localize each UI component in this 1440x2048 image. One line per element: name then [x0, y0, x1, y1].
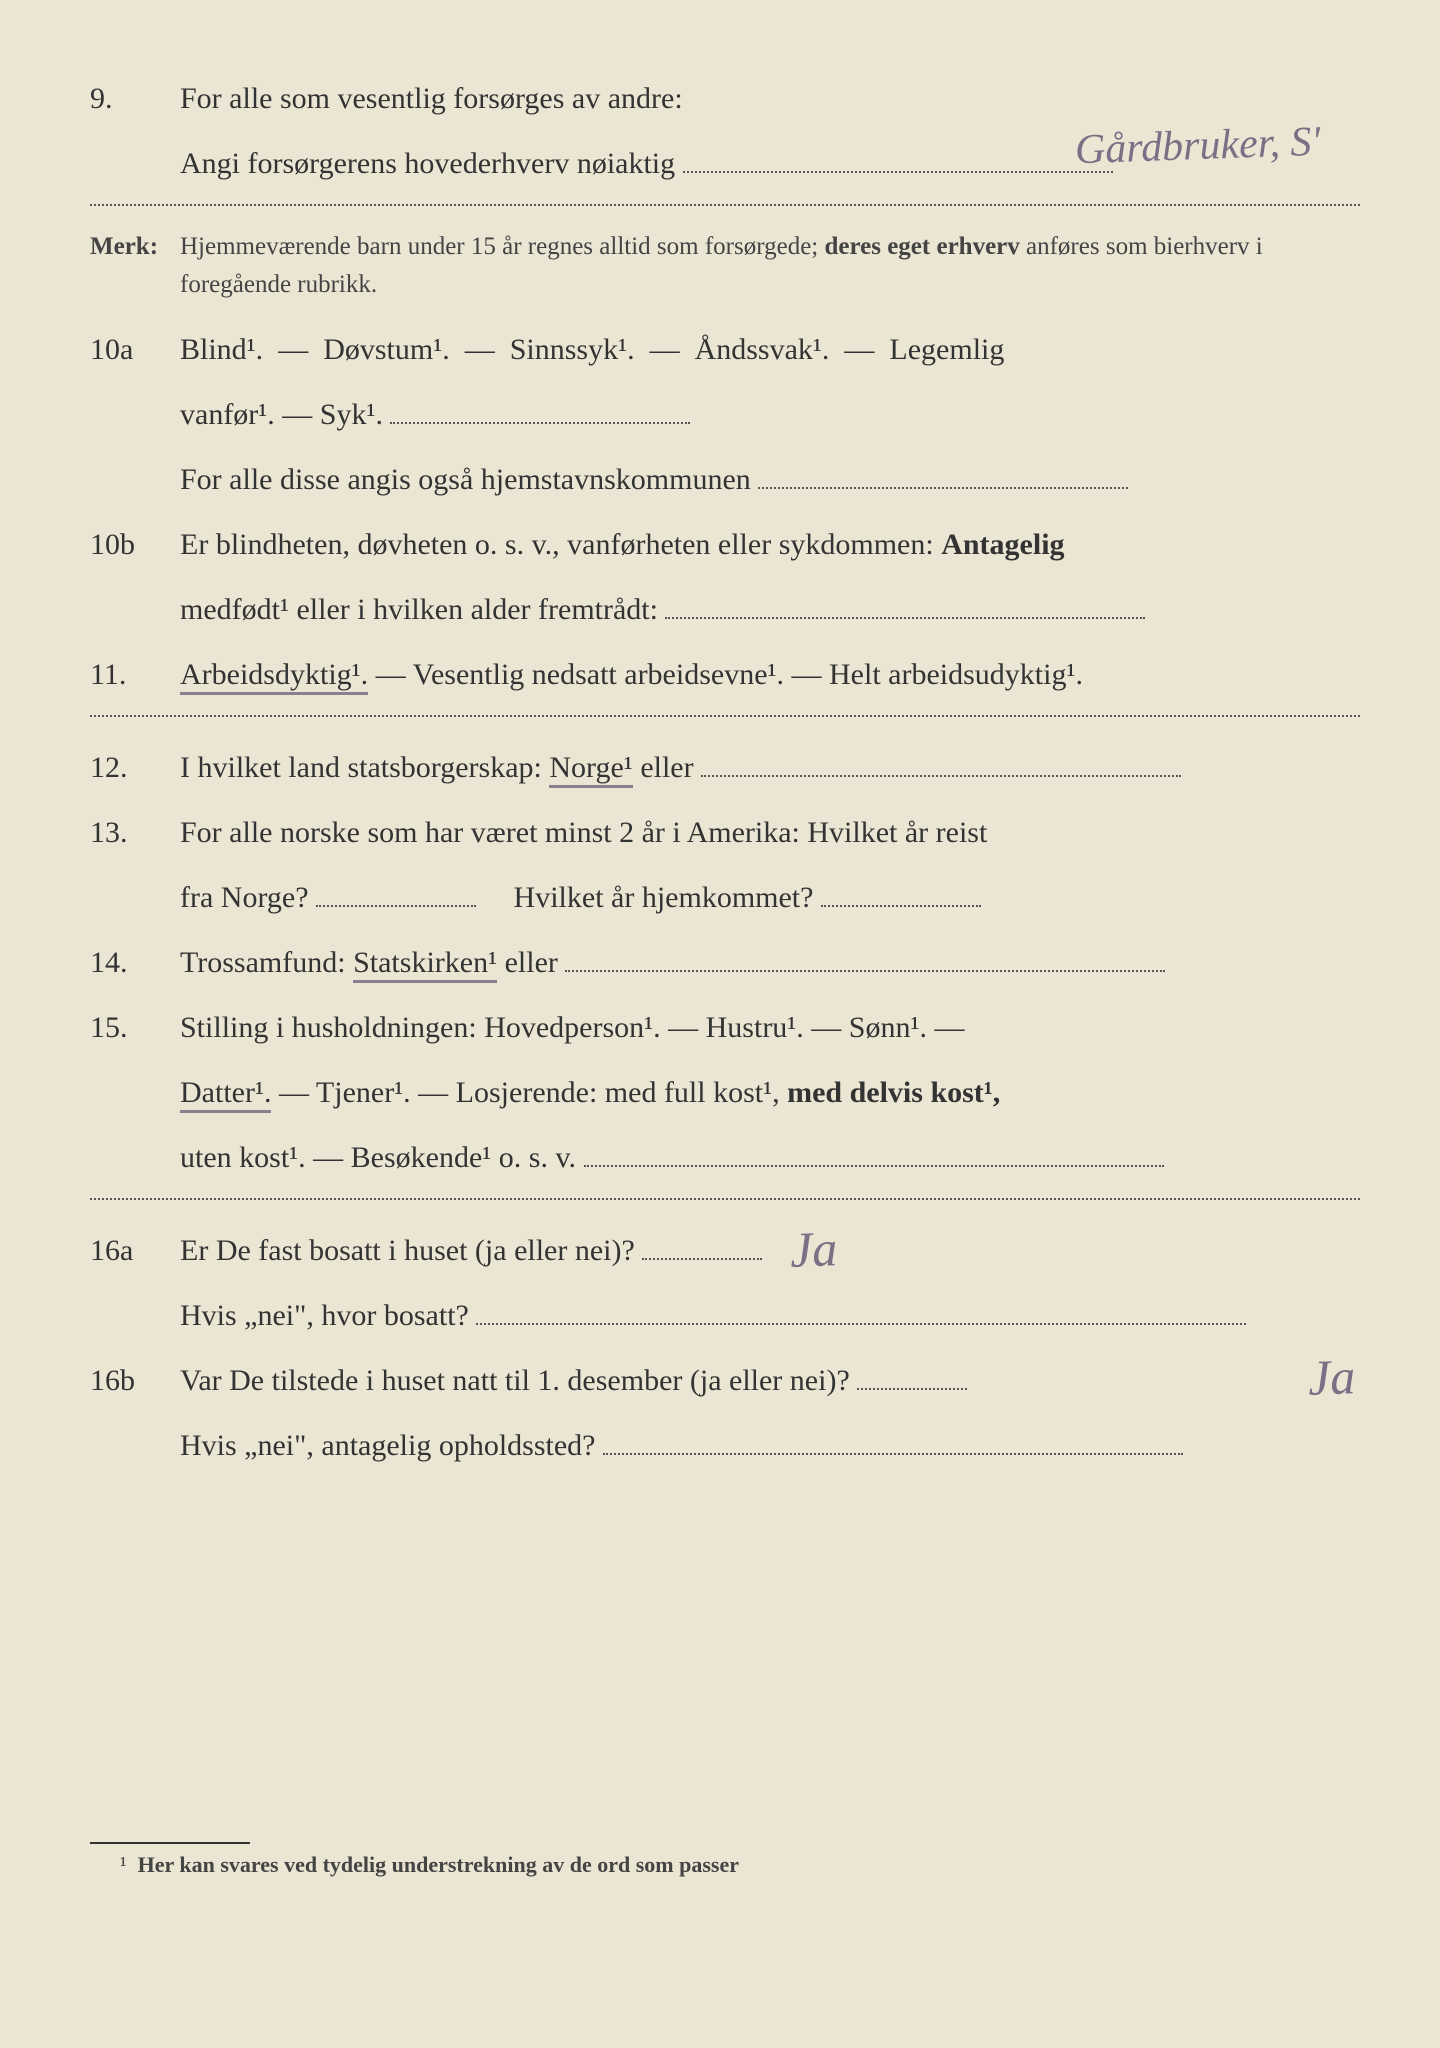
q16b-line1: Var De tilstede i huset natt til 1. dese… [180, 1352, 1360, 1409]
q10b-line2: medfødt¹ eller i hvilken alder fremtrådt… [180, 581, 1360, 638]
q15-underlined: Datter¹. [180, 1076, 271, 1113]
q12-content: I hvilket land statsborgerskap: Norge¹ e… [180, 739, 1360, 796]
merk-note: Merk: Hjemmeværende barn under 15 år reg… [90, 228, 1360, 303]
q15-blank [584, 1137, 1164, 1167]
q10b-line1: Er blindheten, døvheten o. s. v., vanfør… [180, 516, 1360, 573]
q9-row2: Angi forsørgerens hovederhverv nøiaktig … [90, 135, 1360, 192]
q16a-line1: Er De fast bosatt i huset (ja eller nei)… [180, 1222, 1360, 1279]
q10a-row1: 10a Blind¹. — Døvstum¹. — Sinnssyk¹. — Å… [90, 321, 1360, 378]
q12-underlined: Norge¹ [549, 751, 632, 788]
q13-blank2 [821, 877, 981, 907]
q16a-blank1 [642, 1230, 762, 1260]
q15-number: 15. [90, 999, 180, 1056]
q15-line2: Datter¹. — Tjener¹. — Losjerende: med fu… [180, 1064, 1360, 1121]
q12-row: 12. I hvilket land statsborgerskap: Norg… [90, 739, 1360, 796]
q12-blank [701, 747, 1181, 777]
q13-line2: fra Norge? Hvilket år hjemkommet? [180, 869, 1360, 926]
q9-number: 9. [90, 70, 180, 127]
q11-opt1-underlined: Arbeidsdyktig¹. [180, 658, 368, 695]
q13-line1: For alle norske som har været minst 2 år… [180, 804, 1360, 861]
q16a-row1: 16a Er De fast bosatt i huset (ja eller … [90, 1222, 1360, 1279]
q13-row1: 13. For alle norske som har været minst … [90, 804, 1360, 861]
q10a-blank1 [390, 394, 690, 424]
q16b-row1: 16b Var De tilstede i huset natt til 1. … [90, 1352, 1360, 1409]
q15-row3: uten kost¹. — Besøkende¹ o. s. v. [90, 1129, 1360, 1186]
q15-row1: 15. Stilling i husholdningen: Hovedperso… [90, 999, 1360, 1056]
q10b-blank [665, 589, 1145, 619]
divider-after-q15 [90, 1198, 1360, 1200]
merk-text: Hjemmeværende barn under 15 år regnes al… [180, 228, 1360, 303]
q9-blank [683, 143, 1113, 173]
census-form-page: 9. For alle som vesentlig forsørges av a… [90, 70, 1360, 1878]
q9-line2: Angi forsørgerens hovederhverv nøiaktig … [180, 135, 1360, 192]
footnote-rule [90, 1842, 250, 1844]
q16b-line2: Hvis „nei", antagelig opholdssted? [180, 1417, 1360, 1474]
q14-content: Trossamfund: Statskirken¹ eller [180, 934, 1360, 991]
q10a-line2: vanfør¹. — Syk¹. [180, 386, 1360, 443]
footnote: ¹ Her kan svares ved tydelig understrekn… [90, 1852, 1360, 1878]
q10b-number: 10b [90, 516, 180, 573]
q14-row: 14. Trossamfund: Statskirken¹ eller [90, 934, 1360, 991]
q13-number: 13. [90, 804, 180, 861]
q16a-line2: Hvis „nei", hvor bosatt? [180, 1287, 1360, 1344]
q11-row: 11. Arbeidsdyktig¹. — Vesentlig nedsatt … [90, 646, 1360, 703]
q13-row2: fra Norge? Hvilket år hjemkommet? [90, 869, 1360, 926]
q10a-row3: For alle disse angis også hjemstavnskomm… [90, 451, 1360, 508]
q9-handwritten-answer: Gårdbruker, S' [1073, 103, 1321, 191]
q10b-row1: 10b Er blindheten, døvheten o. s. v., va… [90, 516, 1360, 573]
q16a-number: 16a [90, 1222, 180, 1279]
q10a-blank2 [758, 459, 1128, 489]
q11-opts: Arbeidsdyktig¹. — Vesentlig nedsatt arbe… [180, 646, 1360, 703]
q16b-number: 16b [90, 1352, 180, 1409]
q13-blank1 [316, 877, 476, 907]
q16a-blank2 [476, 1295, 1246, 1325]
q14-number: 14. [90, 934, 180, 991]
q10b-row2: medfødt¹ eller i hvilken alder fremtrådt… [90, 581, 1360, 638]
q16a-handwritten-answer: Ja [788, 1201, 838, 1298]
q16a-row2: Hvis „nei", hvor bosatt? [90, 1287, 1360, 1344]
q15-line1: Stilling i husholdningen: Hovedperson¹. … [180, 999, 1360, 1056]
q16b-blank1 [857, 1360, 967, 1390]
q10a-row2: vanfør¹. — Syk¹. [90, 386, 1360, 443]
q15-line3: uten kost¹. — Besøkende¹ o. s. v. [180, 1129, 1360, 1186]
q15-row2: Datter¹. — Tjener¹. — Losjerende: med fu… [90, 1064, 1360, 1121]
divider-after-q9 [90, 204, 1360, 206]
merk-label: Merk: [90, 228, 180, 266]
q11-number: 11. [90, 646, 180, 703]
q10a-number: 10a [90, 321, 180, 378]
divider-after-q11 [90, 715, 1360, 717]
q9-line2-text: Angi forsørgerens hovederhverv nøiaktig [180, 147, 675, 180]
q16b-row2: Hvis „nei", antagelig opholdssted? [90, 1417, 1360, 1474]
q10a-line3: For alle disse angis også hjemstavnskomm… [180, 451, 1360, 508]
q14-blank [565, 942, 1165, 972]
q16b-blank2 [603, 1425, 1183, 1455]
q16b-handwritten-answer: Ja [1306, 1329, 1356, 1426]
q14-underlined: Statskirken¹ [353, 946, 497, 983]
q10a-opts: Blind¹. — Døvstum¹. — Sinnssyk¹. — Åndss… [180, 321, 1360, 378]
q12-number: 12. [90, 739, 180, 796]
